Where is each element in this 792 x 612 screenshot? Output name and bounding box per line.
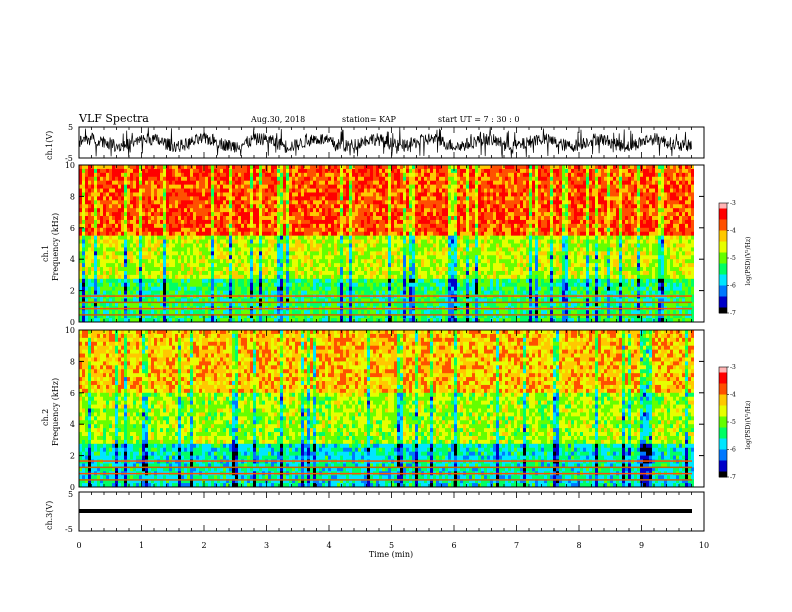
time-axis-tick: 8 xyxy=(576,541,581,550)
ch3-waveform-panel: 5 -5 ch.3(V) xyxy=(45,490,704,534)
ch1-spec-ytick: 2 xyxy=(70,287,75,296)
ch1-colorbar-tick: -6 xyxy=(730,283,736,290)
time-axis-tick: 5 xyxy=(389,541,394,550)
ch1-waveform-panel: 5 -5 ch.1(V) xyxy=(45,123,704,163)
ch2-colorbar-tick: -4 xyxy=(730,392,736,399)
ch1-spec-ytick: 10 xyxy=(65,161,75,170)
ch2-colorbar-label: log(PSD)(V²/Hz) xyxy=(745,401,752,450)
ch2-colorbar-tick: -3 xyxy=(730,364,736,371)
start-time-label: start UT = 7 : 30 : 0 xyxy=(438,115,519,124)
ch2-colorbar-tick: -5 xyxy=(730,419,736,426)
ch1-spec-ytick: 6 xyxy=(70,224,75,233)
ch1-spectrogram-image xyxy=(79,165,694,322)
time-axis-tick: 10 xyxy=(699,541,709,550)
ch3-wave-ylabel: ch.3(V) xyxy=(45,501,54,530)
ch2-spec-ytick: 2 xyxy=(70,452,75,461)
ch3-wave-ytick-bottom: -5 xyxy=(65,525,73,534)
date-label: Aug.30, 2018 xyxy=(250,115,305,124)
ch1-colorbar-tick: -4 xyxy=(730,228,736,235)
ch1-waveform-line xyxy=(79,127,692,157)
ch2-spec-channel-label: ch.2 xyxy=(41,409,50,426)
ch1-spec-channel-label: ch.1 xyxy=(41,245,50,262)
time-axis-tick: 3 xyxy=(264,541,269,550)
time-axis-tick: 6 xyxy=(451,541,456,550)
ch1-wave-ytick-top: 5 xyxy=(68,123,73,132)
ch2-spec-ylabel: Frequency (kHz) xyxy=(51,378,60,446)
ch1-spec-ylabel: Frequency (kHz) xyxy=(51,213,60,281)
ch3-wave-ytick-top: 5 xyxy=(68,490,73,499)
ch2-colorbar-tick: -6 xyxy=(730,447,736,454)
ch1-wave-ylabel: ch.1(V) xyxy=(45,131,54,160)
ch1-colorbar-label: log(PSD)(V²/Hz) xyxy=(745,237,752,286)
ch3-waveform-line xyxy=(79,509,692,513)
time-axis-tick: 0 xyxy=(76,541,81,550)
ch2-colorbar: -3 -4 -5 -6 -7 log(PSD)(V²/Hz) xyxy=(719,364,752,481)
ch2-spec-ytick: 4 xyxy=(70,420,75,429)
ch1-colorbar: -3 -4 -5 -6 -7 log(PSD)(V²/Hz) xyxy=(719,200,752,317)
time-axis-label: Time (min) xyxy=(369,550,413,559)
station-label: station= KAP xyxy=(342,115,397,124)
time-axis-tick: 9 xyxy=(639,541,644,550)
time-axis-tick: 1 xyxy=(139,541,144,550)
time-axis-tick: 2 xyxy=(201,541,206,550)
ch1-spec-ytick: 4 xyxy=(70,255,75,264)
ch1-spec-ytick: 8 xyxy=(70,192,75,201)
ch2-spec-ytick: 6 xyxy=(70,389,75,398)
ch1-colorbar-tick: -7 xyxy=(730,310,736,317)
vlf-spectra-figure: VLF Spectra Aug.30, 2018 station= KAP st… xyxy=(0,0,792,612)
ch2-spectrogram-image xyxy=(79,330,694,487)
ch2-spec-ytick: 10 xyxy=(65,326,75,335)
time-axis-tick: 4 xyxy=(326,541,331,550)
ch1-colorbar-tick: -5 xyxy=(730,255,736,262)
ch2-spec-ytick: 8 xyxy=(70,357,75,366)
figure-title: VLF Spectra xyxy=(78,112,149,125)
time-axis-tick: 7 xyxy=(514,541,519,550)
ch1-colorbar-tick: -3 xyxy=(730,200,736,207)
ch2-colorbar-tick: -7 xyxy=(730,474,736,481)
